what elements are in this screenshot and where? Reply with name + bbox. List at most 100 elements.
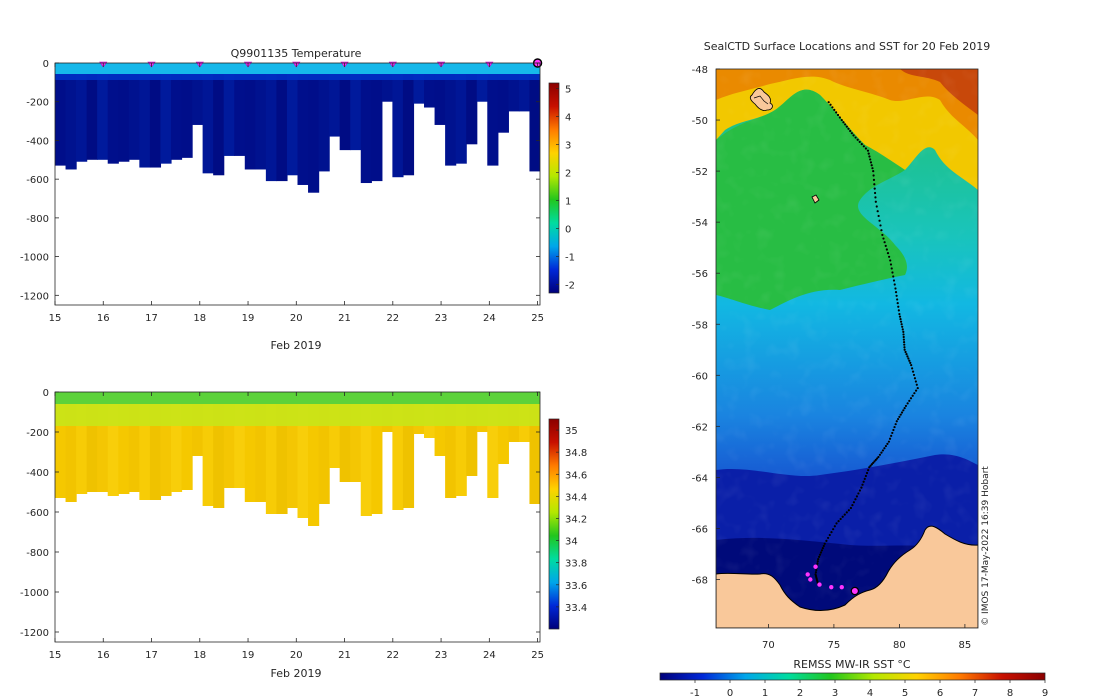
temperature-profile-column xyxy=(497,63,509,133)
seal-track-point xyxy=(822,544,825,548)
temperature-chart: Q9901135 Temperature 15 16 17 18 19 20 21 22 23 2… xyxy=(20,47,575,352)
salinity-profile-column xyxy=(318,392,330,504)
temperature-colorbar-tick-label: 3 xyxy=(565,141,571,152)
salinity-y-tick-label: -800 xyxy=(26,548,49,559)
salinity-profile-column xyxy=(308,392,320,526)
temperature-profile-column xyxy=(244,63,256,170)
sst-map-y-tick-label: -66 xyxy=(692,524,708,535)
temperature-colorbar-tick-label: 5 xyxy=(565,85,571,96)
seal-track-point xyxy=(879,224,882,227)
seal-track-point xyxy=(907,357,910,360)
salinity-y-tick-label: 0 xyxy=(43,388,49,399)
temperature-profile-column xyxy=(139,63,151,168)
sst-map-area xyxy=(716,69,978,628)
temperature-profile-column xyxy=(487,63,499,166)
seal-track-point xyxy=(888,255,891,258)
temperature-profile-column xyxy=(160,63,172,164)
seal-track-point xyxy=(833,525,836,528)
seal-track-point xyxy=(896,417,900,421)
seal-track-point xyxy=(815,568,818,572)
seal-track-point xyxy=(881,449,885,452)
seal-track-point xyxy=(914,380,917,383)
temperature-x-tick-label: 22 xyxy=(386,313,399,324)
seal-track-point xyxy=(858,489,862,492)
temperature-x-tick-label: 19 xyxy=(242,313,255,324)
salinity-x-tick-label: 22 xyxy=(386,650,399,661)
temperature-profile-column xyxy=(508,63,520,112)
seal-track-point xyxy=(847,127,850,130)
seal-track-point xyxy=(908,359,911,362)
seal-track xyxy=(805,101,919,596)
seal-track-point xyxy=(885,248,888,251)
salinity-profile-column xyxy=(360,392,372,516)
salinity-profile-column xyxy=(160,392,172,496)
seal-track-point xyxy=(816,562,819,565)
seal-track-point xyxy=(861,483,864,486)
seal-track-point xyxy=(908,399,911,402)
seal-track-point xyxy=(868,466,871,469)
sst-map-y-tick-label: -62 xyxy=(692,422,708,433)
temperature-profile-column xyxy=(149,63,162,168)
salinity-colorbar-tick-label: 33.4 xyxy=(565,603,587,614)
seal-track-point xyxy=(872,461,875,464)
sst-map-y-tick-label: -58 xyxy=(692,320,708,331)
seal-track-point xyxy=(883,241,886,244)
seal-track-point xyxy=(849,506,853,510)
salinity-profile-column xyxy=(223,392,235,488)
seal-track-point xyxy=(890,434,893,437)
seal-track-point xyxy=(899,413,902,416)
salinity-y-tick-label: -1000 xyxy=(20,588,49,599)
salinity-x-tick-label: 20 xyxy=(290,650,303,661)
salinity-profile-column xyxy=(234,392,246,488)
salinity-profile-column xyxy=(529,392,540,504)
seal-track-point xyxy=(837,520,840,523)
temperature-colorbar: 5 4 3 2 1 0 -1 -2 xyxy=(548,82,575,294)
seal-track-point xyxy=(857,492,860,495)
seal-track-point xyxy=(913,377,917,380)
seal-track-point xyxy=(862,145,865,148)
salinity-profile-column xyxy=(118,392,130,494)
temperature-x-tick-label: 23 xyxy=(435,313,448,324)
sst-map-y-tick-label: -68 xyxy=(692,576,708,587)
temperature-axes-frame xyxy=(54,62,541,306)
seal-track-point xyxy=(875,205,878,208)
seal-track-point xyxy=(871,167,874,170)
seal-track-point xyxy=(881,233,884,237)
sst-colorbar-tick-label: 4 xyxy=(867,688,873,699)
seal-track-point xyxy=(886,252,890,255)
seal-track-point xyxy=(903,407,906,410)
seal-track-point xyxy=(902,335,905,339)
temperature-y-tick-label: -1000 xyxy=(20,253,49,264)
salinity-profile-column xyxy=(339,392,351,482)
seal-track-point xyxy=(889,263,893,266)
seal-track-point xyxy=(882,237,885,240)
salinity-profile-column xyxy=(445,392,457,498)
seal-track-point xyxy=(864,474,868,478)
seal-current-position xyxy=(850,586,860,596)
seal-track-point xyxy=(872,174,875,177)
temperature-colorbar-tick-label: 2 xyxy=(565,169,571,180)
temperature-profile-column xyxy=(445,63,457,166)
seal-track-point xyxy=(860,143,863,146)
salinity-x-tick-label: 16 xyxy=(97,650,110,661)
seal-track-point xyxy=(870,164,873,167)
salinity-profile-column xyxy=(149,392,162,500)
seal-track-point xyxy=(852,501,856,504)
seal-track-point xyxy=(818,553,822,556)
seal-track-point xyxy=(872,178,876,181)
seal-track-point xyxy=(896,302,899,305)
salinity-y-tick-label: -600 xyxy=(26,508,49,519)
seal-track-point xyxy=(892,428,895,432)
sst-map-x-axis: 70 75 80 85 xyxy=(762,624,971,651)
salinity-profile-column xyxy=(286,392,299,508)
temperature-profile-column xyxy=(318,63,330,172)
salinity-profile-column xyxy=(181,392,193,490)
seal-track-point xyxy=(911,367,914,370)
sst-map-x-tick-label: 75 xyxy=(828,640,841,651)
seal-track-point xyxy=(830,530,833,534)
temperature-profile-column xyxy=(107,63,119,164)
temperature-x-axis: 15 16 17 18 19 20 21 22 23 24 25 xyxy=(49,63,544,324)
seal-track-point xyxy=(842,121,845,124)
seal-track-point xyxy=(912,373,916,377)
